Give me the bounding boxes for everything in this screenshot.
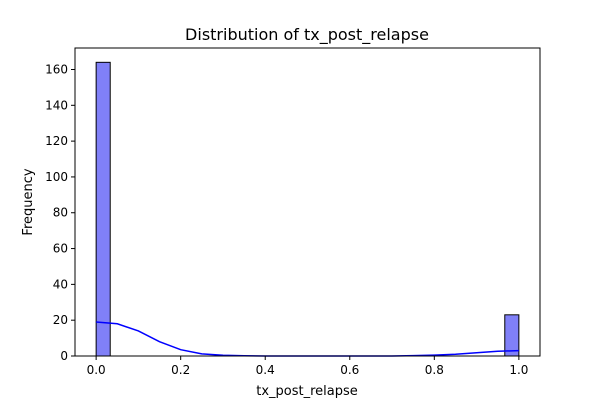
plot-area [95, 61, 520, 357]
histogram-bar [504, 314, 520, 357]
y-tick-label: 80 [53, 206, 68, 220]
y-tick-label: 60 [53, 242, 68, 256]
x-axis-label: tx_post_relapse [256, 384, 358, 399]
kde-curve [96, 321, 519, 357]
x-tick-label: 0.0 [87, 363, 106, 377]
x-tick-label: 0.4 [256, 363, 275, 377]
y-axis-ticks: 0 20 40 60 80 100 120 140 160 [45, 62, 75, 363]
histogram-bar [95, 61, 111, 357]
y-tick-label: 20 [53, 313, 68, 327]
x-tick-label: 0.2 [171, 363, 190, 377]
y-tick-label: 100 [45, 170, 68, 184]
y-tick-label: 0 [60, 349, 68, 363]
axes-frame [74, 47, 541, 357]
x-axis-ticks: 0.0 0.2 0.4 0.6 0.8 1.0 [87, 356, 528, 377]
x-tick-label: 1.0 [509, 363, 528, 377]
y-tick-label: 160 [45, 62, 68, 76]
y-tick-label: 120 [45, 134, 68, 148]
y-axis-label: Frequency [21, 168, 36, 235]
x-tick-label: 0.8 [425, 363, 444, 377]
y-tick-label: 140 [45, 98, 68, 112]
chart-title: Distribution of tx_post_relapse [185, 25, 429, 45]
y-tick-label: 40 [53, 277, 68, 291]
x-tick-label: 0.6 [340, 363, 359, 377]
